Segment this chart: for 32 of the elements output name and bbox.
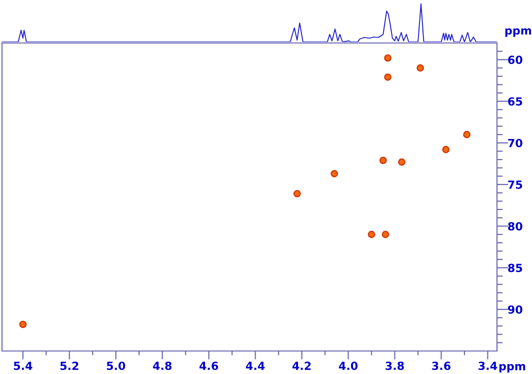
point (330, 170, 338, 178)
point (416, 64, 424, 72)
point (398, 158, 406, 166)
x-tick-label: 4.0 (338, 362, 358, 370)
x-axis-title: ppm (499, 364, 526, 373)
y-tick-label: 65 (508, 97, 522, 106)
point (368, 230, 376, 238)
point (463, 130, 470, 138)
x-tick-label: 4.2 (292, 362, 311, 370)
x-tick-label: 3.6 (432, 362, 450, 370)
point (379, 156, 387, 164)
x-tick-label: 4.8 (153, 362, 172, 370)
point (382, 230, 390, 238)
x-tick-label: 5.2 (60, 362, 78, 370)
y-tick-label: 75 (508, 180, 522, 189)
x-tick-label: 5.0 (106, 362, 126, 370)
y-tick-label: 85 (508, 264, 522, 272)
x-tick-label: 3.8 (386, 362, 404, 370)
x-tick-label: 4.4 (246, 362, 265, 370)
point (293, 190, 301, 198)
y-tick-label: 80 (508, 222, 522, 231)
x-tick-label: 3.4 (478, 362, 498, 370)
x-tick-label: 4.6 (199, 362, 218, 370)
point (19, 320, 27, 328)
point (384, 54, 392, 62)
y-tick-label: 90 (508, 305, 522, 314)
y-axis-title: ppm (505, 28, 532, 37)
point (442, 146, 450, 154)
point (384, 73, 392, 81)
x-tick-label: 5.4 (14, 362, 32, 370)
y-tick-label: 70 (508, 138, 522, 148)
y-tick-label: 60 (508, 56, 522, 64)
